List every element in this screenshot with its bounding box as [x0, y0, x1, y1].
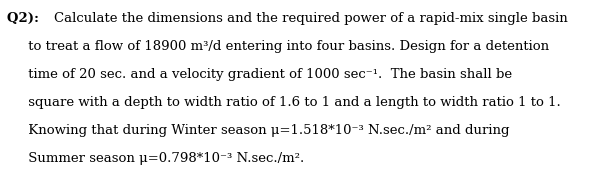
Text: time of 20 sec. and a velocity gradient of 1000 sec⁻¹.  The basin shall be: time of 20 sec. and a velocity gradient …	[7, 68, 512, 81]
Text: Q2):: Q2):	[7, 12, 44, 25]
Text: Summer season μ=0.798*10⁻³ N.sec./m².: Summer season μ=0.798*10⁻³ N.sec./m².	[7, 152, 304, 165]
Text: Calculate the dimensions and the required power of a rapid-mix single basin: Calculate the dimensions and the require…	[54, 12, 568, 25]
Text: square with a depth to width ratio of 1.6 to 1 and a length to width ratio 1 to : square with a depth to width ratio of 1.…	[7, 96, 561, 109]
Text: Knowing that during Winter season μ=1.518*10⁻³ N.sec./m² and during: Knowing that during Winter season μ=1.51…	[7, 124, 509, 137]
Text: to treat a flow of 18900 m³/d entering into four basins. Design for a detention: to treat a flow of 18900 m³/d entering i…	[7, 40, 549, 53]
